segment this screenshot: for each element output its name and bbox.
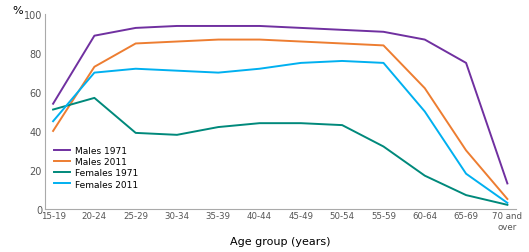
Females 1971 — [174, 134, 180, 137]
Females 1971 — [463, 194, 469, 197]
Males 1971 — [91, 35, 97, 38]
Females 1971 — [504, 204, 510, 207]
Males 1971 — [174, 25, 180, 28]
Females 1971 — [215, 126, 222, 129]
Males 1971 — [257, 25, 263, 28]
Females 2011 — [174, 70, 180, 73]
Females 2011 — [339, 60, 345, 63]
Females 2011 — [380, 62, 387, 65]
Females 2011 — [91, 72, 97, 75]
Males 2011 — [91, 66, 97, 69]
Females 1971 — [91, 97, 97, 100]
Males 2011 — [339, 43, 345, 46]
Females 2011 — [133, 68, 139, 71]
Females 2011 — [463, 173, 469, 176]
Females 2011 — [298, 62, 304, 65]
Females 1971 — [298, 122, 304, 125]
Females 1971 — [339, 124, 345, 127]
Males 1971 — [50, 103, 56, 106]
Males 2011 — [257, 39, 263, 42]
Line: Females 1971: Females 1971 — [53, 99, 507, 205]
Males 2011 — [504, 198, 510, 201]
Text: %: % — [12, 6, 23, 16]
Females 2011 — [50, 120, 56, 123]
Males 2011 — [298, 41, 304, 44]
Line: Females 2011: Females 2011 — [53, 62, 507, 203]
Males 1971 — [133, 27, 139, 30]
Males 2011 — [422, 87, 428, 90]
Males 1971 — [298, 27, 304, 30]
Males 1971 — [339, 29, 345, 32]
Males 2011 — [463, 149, 469, 152]
Line: Males 2011: Males 2011 — [53, 40, 507, 199]
Females 2011 — [422, 111, 428, 114]
Males 1971 — [463, 62, 469, 65]
Males 1971 — [380, 31, 387, 34]
Males 1971 — [504, 182, 510, 185]
Legend: Males 1971, Males 2011, Females 1971, Females 2011: Males 1971, Males 2011, Females 1971, Fe… — [54, 146, 138, 189]
X-axis label: Age group (years): Age group (years) — [230, 237, 331, 246]
Males 2011 — [174, 41, 180, 44]
Females 1971 — [133, 132, 139, 135]
Females 1971 — [380, 145, 387, 148]
Males 2011 — [133, 43, 139, 46]
Males 2011 — [215, 39, 222, 42]
Females 2011 — [215, 72, 222, 75]
Males 2011 — [380, 45, 387, 48]
Females 1971 — [50, 109, 56, 112]
Males 1971 — [215, 25, 222, 28]
Males 1971 — [422, 39, 428, 42]
Females 1971 — [422, 174, 428, 177]
Females 2011 — [504, 202, 510, 205]
Males 2011 — [50, 130, 56, 133]
Females 1971 — [257, 122, 263, 125]
Line: Males 1971: Males 1971 — [53, 27, 507, 184]
Females 2011 — [257, 68, 263, 71]
